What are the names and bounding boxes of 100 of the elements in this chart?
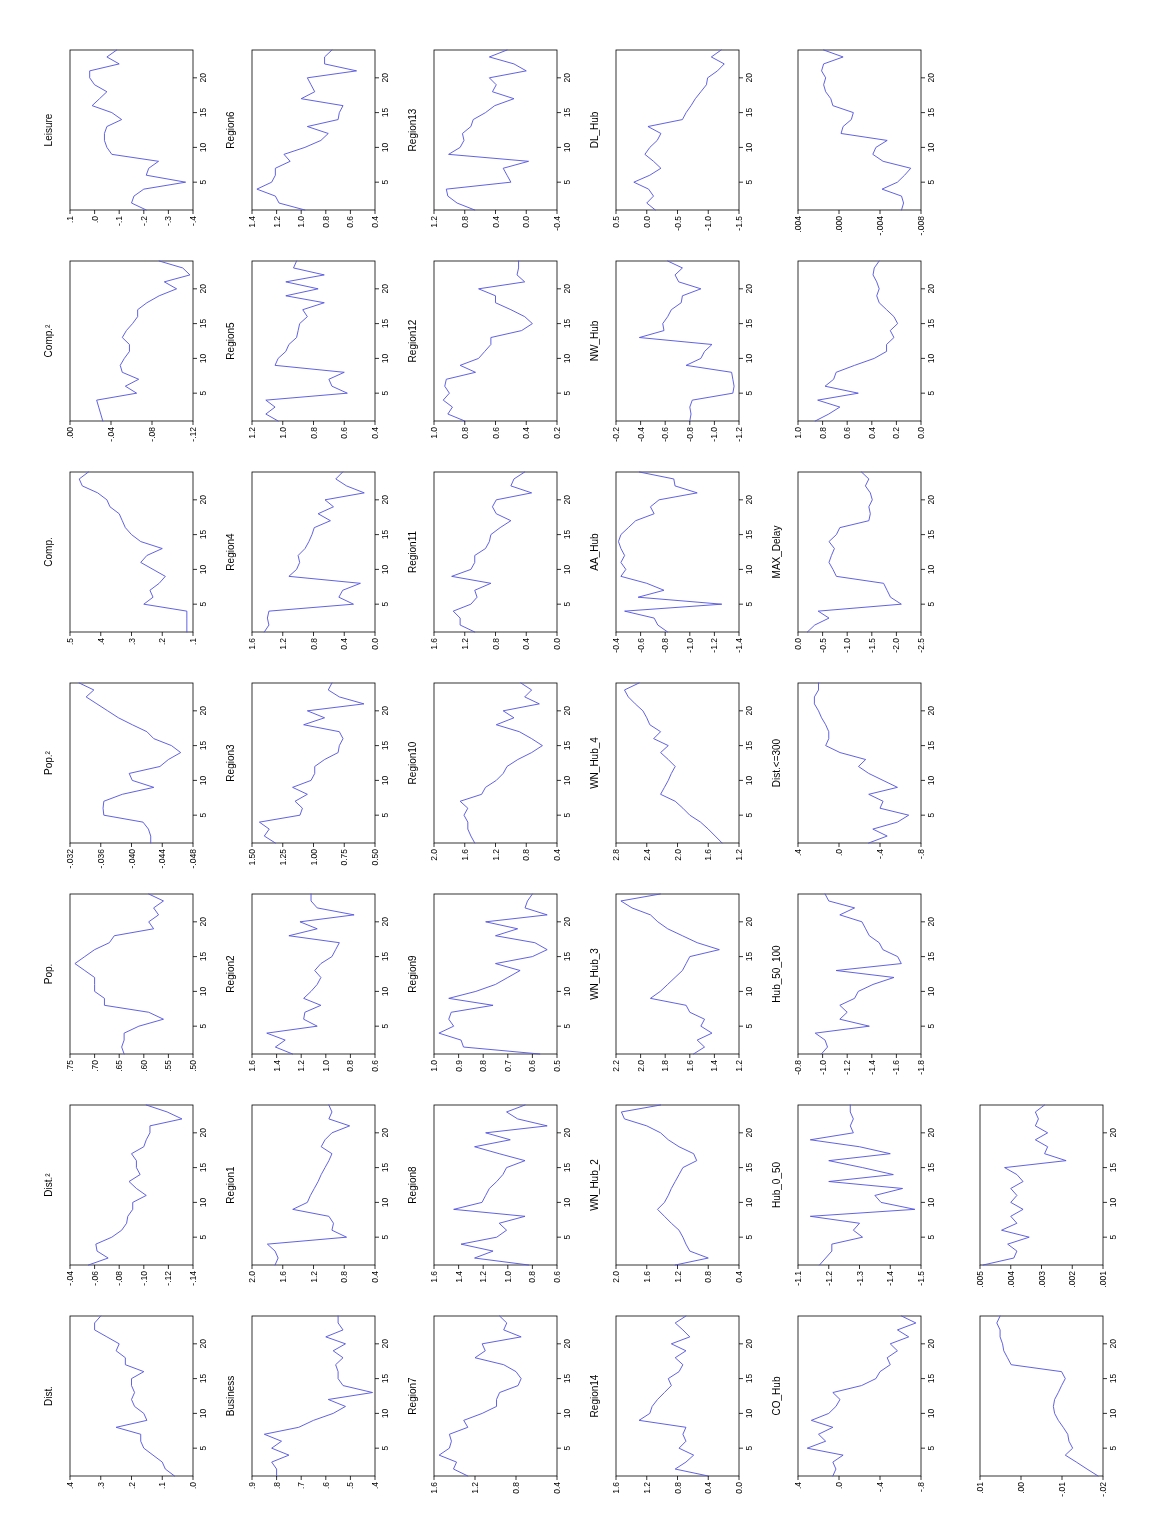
y-tick-label: 5 bbox=[198, 601, 208, 607]
x-tick-label: -.10 bbox=[138, 1270, 149, 1286]
x-tick-label: 0.0 bbox=[641, 215, 652, 228]
x-tick-label: 1.6 bbox=[703, 848, 714, 861]
y-tick-label: 10 bbox=[562, 564, 572, 575]
y-tick-label: 20 bbox=[744, 283, 754, 294]
text: Dist.<=300 bbox=[771, 738, 782, 788]
x-tick-label: -0.8 bbox=[684, 426, 695, 442]
x-tick-label: 1.0 bbox=[429, 1059, 439, 1072]
x-tick-label: -1.2 bbox=[709, 637, 720, 653]
x-tick-label: -0.2 bbox=[611, 426, 621, 442]
x-tick-label: 1.2 bbox=[478, 1270, 489, 1283]
x-tick-label: -1.0 bbox=[709, 426, 720, 442]
x-tick-label: 0.8 bbox=[320, 215, 331, 228]
x-tick-label: 0.8 bbox=[308, 637, 319, 650]
y-tick-label: 5 bbox=[198, 812, 208, 818]
text: Hub_0_50 bbox=[771, 1161, 782, 1209]
x-tick-label: 0.5 bbox=[552, 1059, 562, 1072]
y-tick-label: 10 bbox=[380, 1408, 390, 1419]
y-tick-label: 5 bbox=[198, 179, 208, 185]
x-tick-label: -0.4 bbox=[552, 215, 562, 231]
x-tick-label: 1.2 bbox=[490, 848, 501, 861]
x-tick-label: 0.0 bbox=[916, 426, 926, 439]
line-series bbox=[618, 471, 723, 633]
x-tick-label: .2 bbox=[157, 637, 168, 646]
y-tick-label: 15 bbox=[380, 318, 390, 329]
x-tick-label: .2 bbox=[126, 1481, 137, 1490]
y-tick-label: 10 bbox=[198, 1408, 208, 1419]
y-tick-label: 10 bbox=[380, 353, 390, 364]
text: Region11 bbox=[407, 530, 418, 574]
y-tick-label: 5 bbox=[926, 1023, 936, 1029]
y-tick-label: 10 bbox=[380, 1197, 390, 1208]
y-tick-label: 10 bbox=[380, 986, 390, 997]
x-tick-label: .50 bbox=[188, 1059, 198, 1072]
x-tick-label: -.4 bbox=[875, 848, 885, 859]
y-tick-label: 20 bbox=[744, 705, 754, 716]
x-tick-label: -.3 bbox=[163, 215, 174, 226]
x-tick-label: 1.2 bbox=[247, 426, 257, 439]
x-tick-label: 2.0 bbox=[635, 1059, 646, 1072]
x-tick-label: -0.4 bbox=[635, 426, 646, 442]
x-tick-label: -.8 bbox=[916, 848, 926, 859]
x-tick-label: .0 bbox=[89, 215, 100, 224]
x-tick-label: -2.0 bbox=[891, 637, 902, 653]
y-tick-label: 15 bbox=[926, 529, 936, 540]
line-series bbox=[78, 682, 182, 844]
x-tick-label: 0.4 bbox=[734, 1270, 744, 1283]
x-tick-label: .4 bbox=[793, 848, 803, 857]
text: Region14 bbox=[589, 1374, 600, 1418]
line-series bbox=[809, 1104, 916, 1266]
y-tick-label: 15 bbox=[926, 1162, 936, 1173]
x-tick-label: 0.4 bbox=[370, 215, 380, 228]
x-tick-label: 1.25 bbox=[277, 848, 288, 866]
x-tick-label: 2.0 bbox=[611, 1270, 621, 1283]
x-tick-label: -.4 bbox=[188, 215, 198, 226]
y-tick-label: 20 bbox=[744, 1127, 754, 1138]
x-tick-label: -1.6 bbox=[891, 1059, 902, 1075]
line-series bbox=[78, 471, 188, 633]
text: Dist.² bbox=[43, 1172, 54, 1197]
line-series bbox=[996, 1315, 1099, 1477]
y-tick-label: 10 bbox=[1108, 1408, 1118, 1419]
y-tick-label: 20 bbox=[926, 72, 936, 83]
y-tick-label: 10 bbox=[744, 1408, 754, 1419]
y-tick-label: 10 bbox=[380, 775, 390, 786]
text: DL_Hub bbox=[589, 111, 600, 149]
x-tick-label: -.04 bbox=[65, 1270, 75, 1286]
text: Pop. bbox=[43, 963, 54, 985]
x-tick-label: 1.2 bbox=[734, 1059, 744, 1072]
x-tick-label: 2.8 bbox=[611, 848, 621, 861]
x-tick-label: -1.0 bbox=[842, 637, 853, 653]
y-tick-label: 15 bbox=[562, 740, 572, 751]
text: WN_Hub_2 bbox=[589, 1158, 600, 1211]
x-tick-label: .5 bbox=[345, 1481, 356, 1490]
text: Region10 bbox=[407, 741, 418, 785]
x-tick-label: -1.5 bbox=[866, 637, 877, 653]
x-tick-label: .60 bbox=[138, 1059, 149, 1072]
x-tick-label: -0.6 bbox=[660, 426, 671, 442]
x-tick-label: 0.6 bbox=[345, 215, 356, 228]
text: Pop.² bbox=[43, 750, 54, 775]
y-tick-label: 15 bbox=[198, 318, 208, 329]
x-tick-label: 1.6 bbox=[641, 1270, 652, 1283]
text: Region8 bbox=[407, 1165, 418, 1204]
line-series bbox=[445, 49, 530, 211]
y-tick-label: 10 bbox=[744, 775, 754, 786]
y-tick-label: 5 bbox=[562, 390, 572, 396]
x-tick-label: -2.5 bbox=[916, 637, 926, 653]
x-tick-label: -1.4 bbox=[866, 1059, 877, 1075]
x-tick-label: .8 bbox=[271, 1481, 282, 1490]
y-tick-label: 15 bbox=[562, 529, 572, 540]
x-tick-label: -1.5 bbox=[916, 1270, 926, 1286]
x-tick-label: 2.4 bbox=[641, 848, 652, 861]
y-tick-label: 20 bbox=[380, 1338, 390, 1349]
y-tick-label: 10 bbox=[744, 564, 754, 575]
x-tick-label: .4 bbox=[65, 1481, 75, 1490]
y-tick-label: 15 bbox=[380, 1162, 390, 1173]
line-series bbox=[265, 260, 348, 422]
x-tick-label: 1.8 bbox=[660, 1059, 671, 1072]
x-tick-label: -1.1 bbox=[793, 1270, 803, 1286]
line-series bbox=[74, 893, 164, 1055]
x-tick-label: .00 bbox=[65, 426, 75, 439]
line-series bbox=[620, 1104, 709, 1266]
